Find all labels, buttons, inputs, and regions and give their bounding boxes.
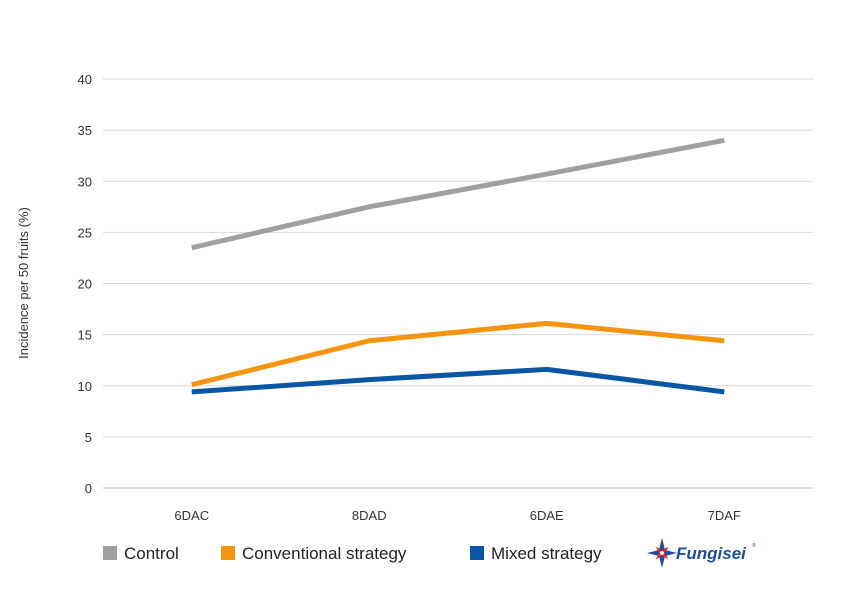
legend-swatch-1 bbox=[221, 546, 235, 560]
y-tick-label-40: 40 bbox=[78, 72, 92, 87]
legend-label-0: Control bbox=[124, 544, 179, 563]
y-axis-label: Incidence per 50 fruits (%) bbox=[16, 207, 31, 359]
brand-logo: Fungisei ® bbox=[647, 538, 756, 568]
series-line-control bbox=[191, 137, 725, 251]
y-tick-label-5: 5 bbox=[85, 430, 92, 445]
y-tick-label-10: 10 bbox=[78, 379, 92, 394]
brand-trademark: ® bbox=[752, 542, 756, 549]
y-tick-label-25: 25 bbox=[78, 225, 92, 240]
series-line-mixed-strategy bbox=[191, 366, 725, 395]
grid-lines bbox=[103, 78, 813, 489]
compass-star-icon bbox=[647, 538, 677, 568]
y-tick-label-15: 15 bbox=[78, 328, 92, 343]
series-line-conventional-strategy bbox=[191, 320, 725, 388]
x-tick-label-6DAC: 6DAC bbox=[174, 508, 209, 523]
series-lines bbox=[191, 137, 725, 395]
legend-swatch-0 bbox=[103, 546, 117, 560]
y-tick-label-0: 0 bbox=[85, 481, 92, 496]
y-tick-label-35: 35 bbox=[78, 123, 92, 138]
legend-swatch-2 bbox=[470, 546, 484, 560]
legend-label-2: Mixed strategy bbox=[491, 544, 602, 563]
x-tick-label-6DAE: 6DAE bbox=[530, 508, 564, 523]
legend-label-1: Conventional strategy bbox=[242, 544, 407, 563]
brand-name: Fungisei bbox=[676, 544, 747, 563]
x-tick-label-7DAF: 7DAF bbox=[708, 508, 741, 523]
legend: Control Conventional strategy Mixed strate… bbox=[103, 544, 602, 563]
x-tick-label-8DAD: 8DAD bbox=[352, 508, 387, 523]
y-tick-label-30: 30 bbox=[78, 174, 92, 189]
x-axis-ticks: 6DAC 8DAD 6DAE 7DAF bbox=[174, 508, 741, 523]
y-axis-ticks: 0 5 10 15 20 25 30 35 40 bbox=[78, 72, 92, 496]
y-tick-label-20: 20 bbox=[78, 277, 92, 292]
